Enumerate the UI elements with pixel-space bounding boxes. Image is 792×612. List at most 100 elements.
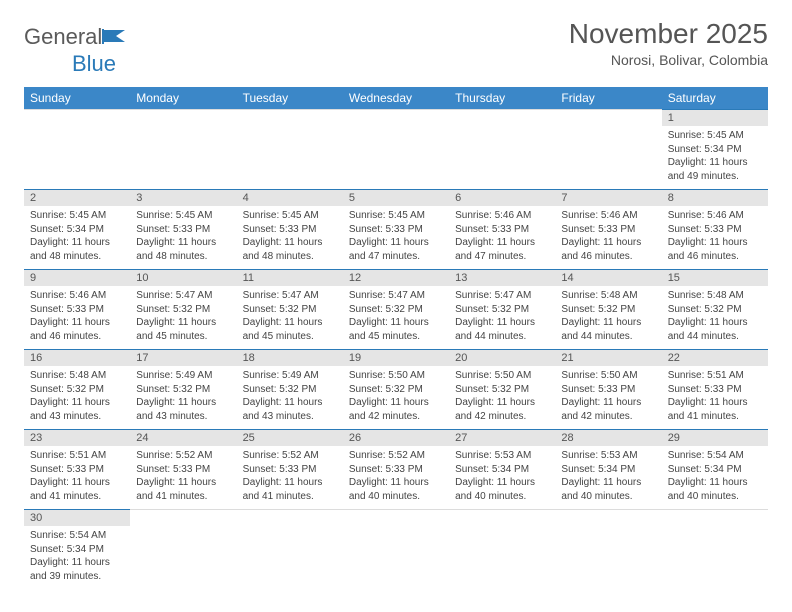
day-number-cell: 26 <box>343 430 449 447</box>
day-content-cell: Sunrise: 5:45 AMSunset: 5:34 PMDaylight:… <box>662 126 768 190</box>
day-content-cell <box>237 526 343 589</box>
day-number-cell <box>555 510 661 527</box>
day-content-cell: Sunrise: 5:45 AMSunset: 5:33 PMDaylight:… <box>130 206 236 270</box>
day-content-cell <box>130 126 236 190</box>
day-content-cell <box>24 126 130 190</box>
day-content-cell: Sunrise: 5:46 AMSunset: 5:33 PMDaylight:… <box>449 206 555 270</box>
day-number-cell: 27 <box>449 430 555 447</box>
day-number-cell: 24 <box>130 430 236 447</box>
content-row: Sunrise: 5:48 AMSunset: 5:32 PMDaylight:… <box>24 366 768 430</box>
day-number-cell: 28 <box>555 430 661 447</box>
day-number-cell <box>343 510 449 527</box>
day-content-cell: Sunrise: 5:50 AMSunset: 5:33 PMDaylight:… <box>555 366 661 430</box>
day-content-cell: Sunrise: 5:47 AMSunset: 5:32 PMDaylight:… <box>237 286 343 350</box>
weekday-header: Friday <box>555 87 661 110</box>
day-number-cell: 18 <box>237 350 343 367</box>
flag-icon <box>102 25 128 51</box>
day-content-cell <box>343 126 449 190</box>
day-number-cell <box>24 110 130 127</box>
day-number-cell: 22 <box>662 350 768 367</box>
day-number-cell: 16 <box>24 350 130 367</box>
day-number-cell: 6 <box>449 190 555 207</box>
day-content-cell: Sunrise: 5:52 AMSunset: 5:33 PMDaylight:… <box>130 446 236 510</box>
month-title: November 2025 <box>569 18 768 50</box>
location: Norosi, Bolivar, Colombia <box>569 52 768 68</box>
day-content-cell: Sunrise: 5:45 AMSunset: 5:33 PMDaylight:… <box>343 206 449 270</box>
weekday-header: Saturday <box>662 87 768 110</box>
content-row: Sunrise: 5:45 AMSunset: 5:34 PMDaylight:… <box>24 126 768 190</box>
day-content-cell <box>237 126 343 190</box>
day-number-cell: 9 <box>24 270 130 287</box>
day-number-cell <box>237 110 343 127</box>
day-number-cell: 21 <box>555 350 661 367</box>
weekday-header: Wednesday <box>343 87 449 110</box>
day-content-cell: Sunrise: 5:51 AMSunset: 5:33 PMDaylight:… <box>24 446 130 510</box>
day-content-cell: Sunrise: 5:49 AMSunset: 5:32 PMDaylight:… <box>130 366 236 430</box>
logo-word1: General <box>24 24 102 49</box>
day-content-cell: Sunrise: 5:50 AMSunset: 5:32 PMDaylight:… <box>449 366 555 430</box>
day-number-cell <box>662 510 768 527</box>
day-content-cell: Sunrise: 5:54 AMSunset: 5:34 PMDaylight:… <box>662 446 768 510</box>
day-number-cell: 12 <box>343 270 449 287</box>
day-number-cell: 23 <box>24 430 130 447</box>
weekday-header: Thursday <box>449 87 555 110</box>
weekday-header: Tuesday <box>237 87 343 110</box>
calendar-head: SundayMondayTuesdayWednesdayThursdayFrid… <box>24 87 768 110</box>
day-content-cell: Sunrise: 5:45 AMSunset: 5:33 PMDaylight:… <box>237 206 343 270</box>
day-content-cell <box>449 126 555 190</box>
day-number-cell: 3 <box>130 190 236 207</box>
daynum-row: 23242526272829 <box>24 430 768 447</box>
day-number-cell <box>130 510 236 527</box>
day-number-cell: 25 <box>237 430 343 447</box>
day-content-cell <box>343 526 449 589</box>
day-number-cell: 20 <box>449 350 555 367</box>
logo-text: GeneralBlue <box>24 24 128 77</box>
content-row: Sunrise: 5:51 AMSunset: 5:33 PMDaylight:… <box>24 446 768 510</box>
day-content-cell: Sunrise: 5:53 AMSunset: 5:34 PMDaylight:… <box>449 446 555 510</box>
daynum-row: 2345678 <box>24 190 768 207</box>
daynum-row: 30 <box>24 510 768 527</box>
day-content-cell: Sunrise: 5:50 AMSunset: 5:32 PMDaylight:… <box>343 366 449 430</box>
day-content-cell: Sunrise: 5:46 AMSunset: 5:33 PMDaylight:… <box>555 206 661 270</box>
day-content-cell <box>555 126 661 190</box>
day-number-cell: 19 <box>343 350 449 367</box>
daynum-row: 9101112131415 <box>24 270 768 287</box>
day-number-cell: 8 <box>662 190 768 207</box>
day-content-cell: Sunrise: 5:51 AMSunset: 5:33 PMDaylight:… <box>662 366 768 430</box>
day-content-cell: Sunrise: 5:52 AMSunset: 5:33 PMDaylight:… <box>237 446 343 510</box>
logo-word2: Blue <box>24 51 116 76</box>
day-content-cell <box>555 526 661 589</box>
day-number-cell: 5 <box>343 190 449 207</box>
calendar-body: 1Sunrise: 5:45 AMSunset: 5:34 PMDaylight… <box>24 110 768 590</box>
day-content-cell: Sunrise: 5:48 AMSunset: 5:32 PMDaylight:… <box>24 366 130 430</box>
calendar-table: SundayMondayTuesdayWednesdayThursdayFrid… <box>24 87 768 589</box>
day-number-cell: 7 <box>555 190 661 207</box>
day-content-cell: Sunrise: 5:47 AMSunset: 5:32 PMDaylight:… <box>130 286 236 350</box>
day-number-cell <box>237 510 343 527</box>
day-number-cell: 4 <box>237 190 343 207</box>
day-number-cell: 11 <box>237 270 343 287</box>
day-number-cell: 14 <box>555 270 661 287</box>
header: GeneralBlue November 2025 Norosi, Boliva… <box>24 18 768 77</box>
day-content-cell <box>662 526 768 589</box>
day-content-cell: Sunrise: 5:46 AMSunset: 5:33 PMDaylight:… <box>662 206 768 270</box>
day-number-cell: 29 <box>662 430 768 447</box>
content-row: Sunrise: 5:45 AMSunset: 5:34 PMDaylight:… <box>24 206 768 270</box>
day-content-cell: Sunrise: 5:48 AMSunset: 5:32 PMDaylight:… <box>555 286 661 350</box>
day-number-cell: 10 <box>130 270 236 287</box>
day-content-cell: Sunrise: 5:54 AMSunset: 5:34 PMDaylight:… <box>24 526 130 589</box>
day-number-cell: 30 <box>24 510 130 527</box>
day-number-cell: 2 <box>24 190 130 207</box>
day-content-cell: Sunrise: 5:47 AMSunset: 5:32 PMDaylight:… <box>343 286 449 350</box>
day-content-cell: Sunrise: 5:53 AMSunset: 5:34 PMDaylight:… <box>555 446 661 510</box>
day-content-cell: Sunrise: 5:49 AMSunset: 5:32 PMDaylight:… <box>237 366 343 430</box>
weekday-header: Monday <box>130 87 236 110</box>
day-number-cell: 13 <box>449 270 555 287</box>
day-content-cell: Sunrise: 5:47 AMSunset: 5:32 PMDaylight:… <box>449 286 555 350</box>
content-row: Sunrise: 5:54 AMSunset: 5:34 PMDaylight:… <box>24 526 768 589</box>
weekday-header: Sunday <box>24 87 130 110</box>
title-block: November 2025 Norosi, Bolivar, Colombia <box>569 18 768 68</box>
calendar-page: GeneralBlue November 2025 Norosi, Boliva… <box>0 0 792 607</box>
day-number-cell <box>449 510 555 527</box>
day-content-cell: Sunrise: 5:52 AMSunset: 5:33 PMDaylight:… <box>343 446 449 510</box>
